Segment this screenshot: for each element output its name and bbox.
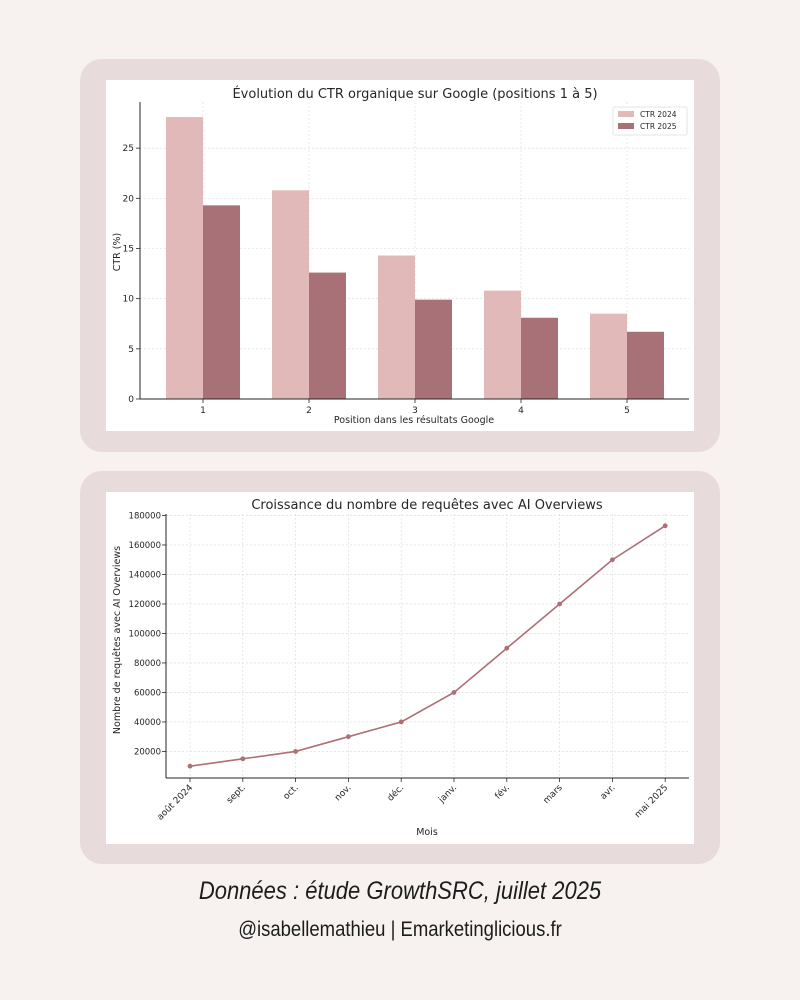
y-tick-label: 20 [123,194,135,204]
data-point-7 [557,601,562,607]
y-tick-label: 80000 [134,659,161,669]
y-tick-label: 0 [128,395,134,405]
ai-overviews-line-chart: Croissance du nombre de requêtes avec AI… [106,492,694,844]
legend-label-2025: CTR 2025 [640,122,677,131]
y-tick-label: 40000 [134,718,161,728]
data-point-3 [346,734,351,740]
y-tick-label: 15 [123,244,134,254]
data-point-6 [504,645,510,651]
credit-line: @isabellemathieu | Emarketinglicious.fr [238,918,562,941]
x-tick-label: août 2024 [156,783,196,823]
data-point-0 [187,763,193,769]
x-tick-label: 2 [306,406,312,416]
y-tick-label: 25 [123,144,134,154]
y-tick-label: 100000 [129,629,161,639]
legend-swatch-2025 [618,123,634,129]
bar-2024-position-5 [590,313,627,399]
ctr-chart-card: Évolution du CTR organique sur Google (p… [80,59,720,452]
x-tick-label: oct. [282,783,301,802]
x-tick-label: 3 [412,406,418,416]
x-tick-label: avr. [599,783,618,802]
x-axis-label: Position dans les résultats Google [334,415,494,426]
chart-title: Évolution du CTR organique sur Google (p… [232,86,597,102]
x-tick-label: sept. [225,783,248,806]
data-point-9 [662,523,668,529]
x-tick-label: 4 [518,406,524,416]
y-tick-label: 60000 [134,688,161,698]
chart-title: Croissance du nombre de requêtes avec AI… [251,498,603,513]
data-point-2 [293,749,298,754]
x-axis-label: Mois [416,827,438,838]
y-tick-label: 20000 [134,747,161,757]
legend: CTR 2024 CTR 2025 [612,106,688,136]
source-note: Données : étude GrowthSRC, juillet 2025 [198,877,602,905]
data-point-4 [398,719,404,725]
y-tick-label: 5 [128,345,134,355]
y-axis-label: Nombre de requêtes avec AI Overviews [112,546,123,734]
bar-2025-position-3 [415,299,452,399]
y-tick-label: 180000 [129,511,161,521]
legend-swatch-2024 [618,111,634,117]
data-point-5 [451,690,457,695]
bar-2024-position-1 [166,117,203,400]
y-tick-label: 10 [123,295,135,305]
data-point-8 [610,557,615,563]
bar-2025-position-2 [309,272,346,399]
bar-2025-position-5 [627,331,664,399]
y-tick-label: 160000 [129,541,161,551]
y-axis-label: CTR (%) [112,233,123,272]
data-point-1 [240,756,246,762]
legend-label-2024: CTR 2024 [640,110,677,119]
bar-2025-position-4 [521,317,558,399]
x-tick-label: janv. [436,783,459,806]
x-tick-label: fév. [493,782,512,801]
ctr-bar-chart: Évolution du CTR organique sur Google (p… [106,80,694,431]
x-tick-label: mars [542,783,565,806]
bar-2024-position-3 [378,255,415,399]
y-tick-label: 140000 [129,570,161,580]
y-tick-label: 120000 [129,600,161,610]
x-tick-label: nov. [333,783,353,803]
x-tick-label: déc. [385,782,406,803]
ai-overviews-chart-card: Croissance du nombre de requêtes avec AI… [80,471,720,864]
bar-2024-position-2 [272,190,309,399]
x-tick-label: 5 [624,406,630,416]
x-tick-label: 1 [200,406,206,416]
x-tick-label: mai 2025 [633,783,670,820]
bar-2025-position-1 [203,205,240,399]
bar-2024-position-4 [484,290,521,399]
series-line [189,525,666,767]
